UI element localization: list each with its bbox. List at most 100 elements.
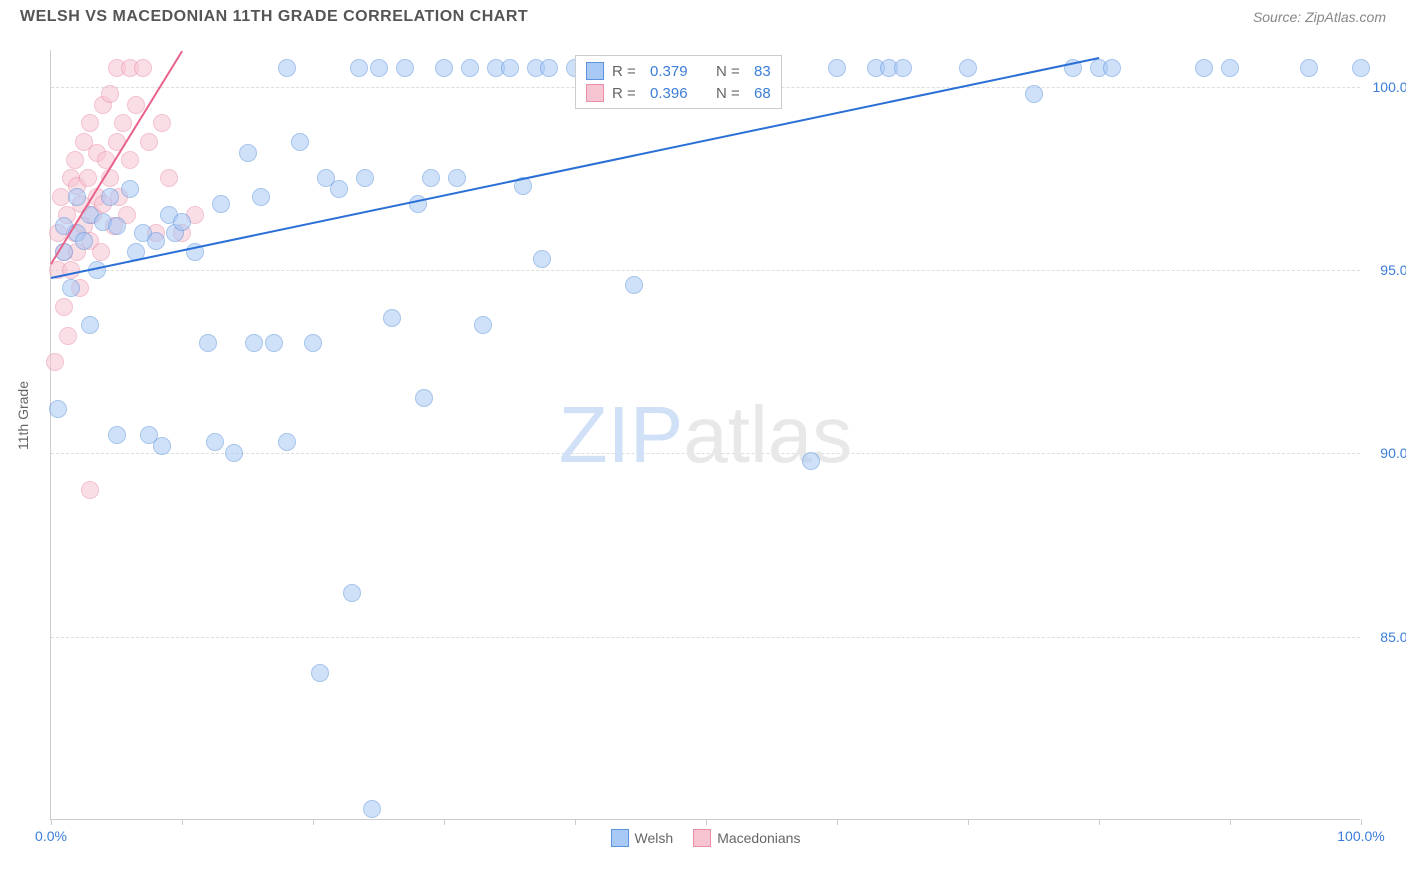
r-label: R = bbox=[612, 63, 642, 80]
welsh-dot bbox=[147, 232, 165, 250]
welsh-dot bbox=[474, 316, 492, 334]
n-label: N = bbox=[716, 85, 746, 102]
welsh-dot bbox=[252, 188, 270, 206]
welsh-dot bbox=[540, 59, 558, 77]
welsh-dot bbox=[278, 433, 296, 451]
welsh-dot bbox=[343, 584, 361, 602]
gridline-h bbox=[51, 637, 1360, 638]
welsh-dot bbox=[625, 276, 643, 294]
welsh-dot bbox=[108, 217, 126, 235]
welsh-dot bbox=[363, 800, 381, 818]
welsh-dot bbox=[101, 188, 119, 206]
welsh-dot bbox=[501, 59, 519, 77]
welsh-dot bbox=[396, 59, 414, 77]
legend-item-macedonians: Macedonians bbox=[693, 829, 800, 847]
welsh-dot bbox=[1025, 85, 1043, 103]
xtick-label: 0.0% bbox=[35, 828, 67, 844]
r-label: R = bbox=[612, 85, 642, 102]
welsh-dot bbox=[68, 188, 86, 206]
n-label: N = bbox=[716, 63, 746, 80]
xtick-mark bbox=[1230, 819, 1231, 825]
welsh-dot bbox=[81, 316, 99, 334]
xtick-label: 100.0% bbox=[1337, 828, 1384, 844]
macedonians-dot bbox=[114, 114, 132, 132]
welsh-dot bbox=[291, 133, 309, 151]
macedonians-label: Macedonians bbox=[717, 830, 800, 846]
legend-item-welsh: Welsh bbox=[611, 829, 674, 847]
ytick-label: 95.0% bbox=[1365, 262, 1406, 278]
welsh-dot bbox=[199, 334, 217, 352]
ytick-label: 85.0% bbox=[1365, 629, 1406, 645]
welsh-dot bbox=[533, 250, 551, 268]
welsh-dot bbox=[108, 426, 126, 444]
welsh-dot bbox=[1195, 59, 1213, 77]
welsh-dot bbox=[239, 144, 257, 162]
welsh-dot bbox=[828, 59, 846, 77]
watermark-zip: ZIP bbox=[559, 390, 683, 479]
welsh-dot bbox=[304, 334, 322, 352]
welsh-dot bbox=[422, 169, 440, 187]
welsh-dot bbox=[370, 59, 388, 77]
chart-title: WELSH VS MACEDONIAN 11TH GRADE CORRELATI… bbox=[20, 8, 528, 26]
macedonians-dot bbox=[79, 169, 97, 187]
welsh-dot bbox=[225, 444, 243, 462]
correlation-legend: R = 0.379 N = 83 R = 0.396 N = 68 bbox=[575, 55, 782, 109]
xtick-mark bbox=[1361, 819, 1362, 825]
xtick-mark bbox=[968, 819, 969, 825]
welsh-dot bbox=[1221, 59, 1239, 77]
welsh-dot bbox=[206, 433, 224, 451]
xtick-mark bbox=[575, 819, 576, 825]
welsh-dot bbox=[330, 180, 348, 198]
welsh-dot bbox=[311, 664, 329, 682]
welsh-dot bbox=[49, 400, 67, 418]
macedonians-dot bbox=[62, 261, 80, 279]
welsh-dot bbox=[1300, 59, 1318, 77]
ytick-label: 100.0% bbox=[1365, 79, 1406, 95]
chart-plot-area: ZIPatlas R = 0.379 N = 83 R = 0.396 N = … bbox=[50, 50, 1360, 820]
welsh-dot bbox=[415, 389, 433, 407]
welsh-dot bbox=[959, 59, 977, 77]
macedonians-dot bbox=[92, 243, 110, 261]
welsh-dot bbox=[435, 59, 453, 77]
xtick-mark bbox=[706, 819, 707, 825]
xtick-mark bbox=[837, 819, 838, 825]
macedonians-dot bbox=[140, 133, 158, 151]
welsh-dot bbox=[802, 452, 820, 470]
macedonians-dot bbox=[81, 481, 99, 499]
welsh-dot bbox=[121, 180, 139, 198]
macedonians-dot bbox=[59, 327, 77, 345]
ytick-label: 90.0% bbox=[1365, 445, 1406, 461]
welsh-dot bbox=[894, 59, 912, 77]
welsh-dot bbox=[448, 169, 466, 187]
welsh-r-value: 0.379 bbox=[650, 63, 700, 80]
welsh-dot bbox=[245, 334, 263, 352]
macedonians-dot bbox=[46, 353, 64, 371]
macedonians-n-value: 68 bbox=[754, 85, 771, 102]
welsh-dot bbox=[1352, 59, 1370, 77]
welsh-swatch-icon bbox=[611, 829, 629, 847]
macedonians-swatch bbox=[586, 84, 604, 102]
macedonians-dot bbox=[55, 298, 73, 316]
welsh-dot bbox=[265, 334, 283, 352]
series-legend: Welsh Macedonians bbox=[611, 829, 801, 847]
xtick-mark bbox=[313, 819, 314, 825]
welsh-dot bbox=[350, 59, 368, 77]
welsh-dot bbox=[461, 59, 479, 77]
xtick-mark bbox=[1099, 819, 1100, 825]
chart-source: Source: ZipAtlas.com bbox=[1253, 9, 1386, 25]
legend-row-macedonians: R = 0.396 N = 68 bbox=[576, 82, 781, 104]
xtick-mark bbox=[182, 819, 183, 825]
gridline-h bbox=[51, 270, 1360, 271]
macedonians-dot bbox=[153, 114, 171, 132]
welsh-dot bbox=[75, 232, 93, 250]
xtick-mark bbox=[51, 819, 52, 825]
gridline-h bbox=[51, 453, 1360, 454]
macedonians-dot bbox=[121, 151, 139, 169]
macedonians-dot bbox=[101, 85, 119, 103]
macedonians-dot bbox=[81, 114, 99, 132]
macedonians-dot bbox=[160, 169, 178, 187]
xtick-mark bbox=[444, 819, 445, 825]
macedonians-dot bbox=[66, 151, 84, 169]
macedonians-dot bbox=[134, 59, 152, 77]
welsh-dot bbox=[278, 59, 296, 77]
